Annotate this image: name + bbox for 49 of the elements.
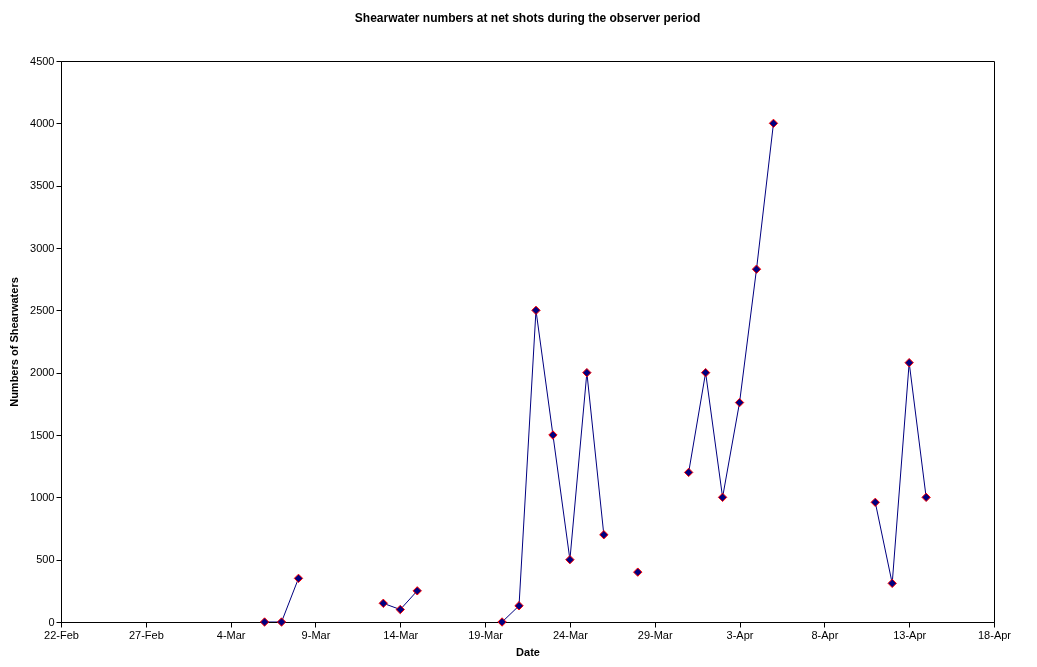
y-tick-label: 2000 xyxy=(30,366,55,379)
x-tick-label: 19-Mar xyxy=(468,628,504,641)
y-tick-label: 4500 xyxy=(30,54,55,67)
x-axis-title: Date xyxy=(516,645,540,658)
x-tick-label: 13-Apr xyxy=(893,628,927,641)
point xyxy=(395,604,405,615)
y-tick-label: 2500 xyxy=(30,303,55,316)
point xyxy=(548,430,558,440)
x-tick-label: 22-Feb xyxy=(44,628,79,641)
x-tick-label: 14-Mar xyxy=(383,628,419,641)
point xyxy=(700,367,711,378)
x-tick-label: 27-Feb xyxy=(128,628,164,641)
point xyxy=(904,358,914,368)
x-tick-label: 4-Mar xyxy=(216,628,246,641)
point xyxy=(599,530,609,540)
x-tick-label: 24-Mar xyxy=(552,628,589,641)
point xyxy=(717,492,728,503)
y-tick-label: 500 xyxy=(36,553,55,566)
point xyxy=(531,305,541,316)
point xyxy=(633,567,643,577)
point xyxy=(887,578,897,589)
x-tick-label: 3-Apr xyxy=(726,628,754,641)
point xyxy=(259,617,270,627)
point xyxy=(683,467,694,478)
point xyxy=(921,492,931,503)
y-tick-label: 0 xyxy=(48,615,55,628)
chart-title: Shearwater numbers at net shots during the observer period xyxy=(354,11,701,25)
point xyxy=(565,554,575,565)
x-tick-label: 8-Apr xyxy=(811,628,839,641)
point xyxy=(751,264,762,274)
y-axis-title: Numbers of Shearwaters xyxy=(8,277,21,407)
point xyxy=(293,573,304,584)
y-tick-label: 3500 xyxy=(30,179,55,192)
point xyxy=(514,601,524,611)
point xyxy=(378,598,388,608)
point xyxy=(412,586,422,596)
y-tick-label: 4000 xyxy=(30,116,55,129)
y-tick-label: 1000 xyxy=(30,490,55,503)
point xyxy=(582,367,592,378)
x-tick-label: 18-Apr xyxy=(977,628,1012,641)
y-tick-label: 3000 xyxy=(30,241,55,254)
point xyxy=(497,617,507,627)
point xyxy=(768,118,779,129)
x-tick-label: 29-Mar xyxy=(637,628,673,641)
x-tick-label: 9-Mar xyxy=(301,628,331,641)
point xyxy=(734,397,745,408)
point xyxy=(276,617,287,627)
point xyxy=(870,497,880,507)
y-tick-label: 1500 xyxy=(30,428,55,441)
